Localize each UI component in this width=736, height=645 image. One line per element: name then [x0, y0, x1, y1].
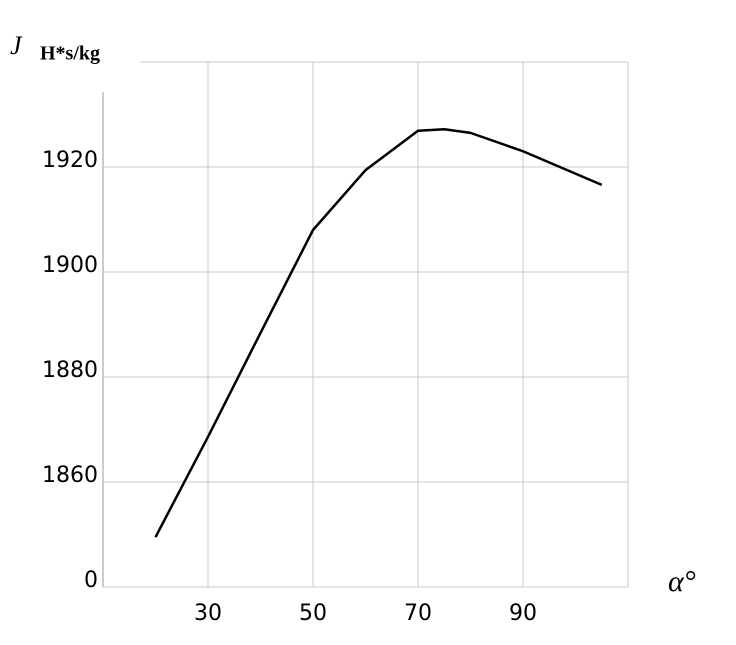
y-tick-label: 1900	[42, 253, 98, 278]
y-tick-label: 1860	[42, 463, 98, 488]
x-axis-label: α°	[668, 565, 696, 598]
x-tick-label: 70	[404, 601, 432, 626]
y-tick-label: 0	[84, 568, 98, 593]
line-series	[154, 127, 603, 538]
y-tick-label: 1920	[42, 148, 98, 173]
x-tick-label: 30	[194, 601, 222, 626]
y-axis-label: J	[10, 31, 23, 60]
x-tick-label: 90	[509, 601, 537, 626]
x-tick-label: 50	[299, 601, 327, 626]
y-axis-unit: H*s/kg	[40, 43, 100, 65]
y-tick-label: 1880	[42, 358, 98, 383]
